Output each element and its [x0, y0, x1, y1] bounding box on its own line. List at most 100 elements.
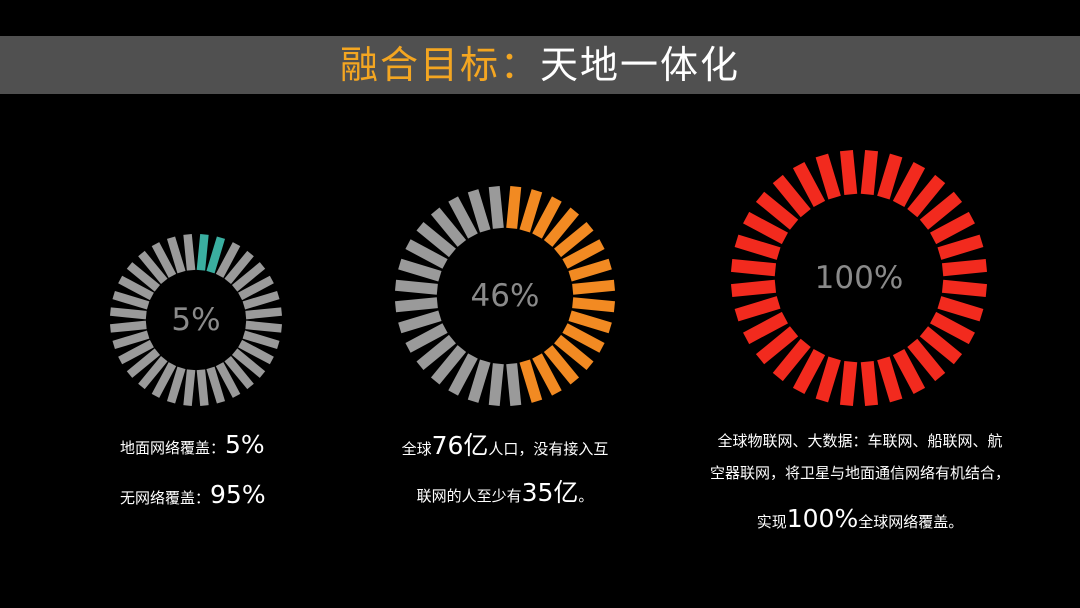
ring-segment-empty	[506, 363, 522, 407]
ring-segment-empty	[430, 345, 467, 385]
ring-segment-filled	[568, 310, 612, 334]
ring-segment-filled	[554, 334, 594, 371]
ring-segment-empty	[109, 307, 147, 320]
ring-segment-filled	[572, 279, 616, 295]
caption-center-line1: 全球76亿人口，没有接入互	[398, 433, 612, 458]
ring-segment-filled	[860, 360, 879, 407]
ring-segment-filled	[792, 349, 826, 394]
caption-center-num1: 76亿	[431, 431, 489, 460]
ring-segment-empty	[166, 366, 186, 404]
ring-segment-filled	[877, 356, 903, 403]
title-rest: 天地一体化	[540, 43, 741, 87]
ring-segment-filled	[815, 153, 841, 200]
ring-segment-empty	[118, 275, 154, 301]
caption-right-b3: 全球网络覆盖。	[858, 513, 964, 531]
ring-segment-empty	[238, 275, 274, 301]
caption-right-line2: 空器联网，将卫星与地面通信网络有机结合，	[705, 465, 1015, 481]
ring-segment-empty	[151, 362, 177, 398]
caption-right-num3: 100%	[786, 504, 859, 533]
ring-segment-filled	[206, 236, 226, 274]
ring-segment-filled	[554, 221, 594, 258]
ring-segment-filled	[543, 345, 580, 385]
ring-segment-filled	[755, 326, 799, 365]
ring-segment-empty	[231, 262, 266, 292]
ring-segment-filled	[543, 207, 580, 247]
ring-46-label: 46%	[471, 278, 540, 314]
ring-segment-empty	[196, 369, 209, 407]
caption-center-b2: 。	[578, 487, 594, 505]
ring-segment-empty	[126, 348, 161, 378]
ring-100-label: 100%	[815, 260, 904, 296]
ring-segment-empty	[238, 339, 274, 365]
ring-segment-filled	[919, 191, 963, 230]
ring-segment-filled	[930, 311, 975, 345]
ring-segment-filled	[734, 234, 781, 260]
ring-segment-filled	[860, 149, 879, 196]
caption-left-line2: 无网络覆盖：95%	[120, 482, 266, 507]
caption-center-line2: 联网的人至少有35亿。	[398, 480, 612, 505]
ring-segment-filled	[572, 297, 616, 313]
ring-5: 5%	[109, 233, 283, 407]
ring-segment-filled	[892, 349, 926, 394]
ring-segment-filled	[930, 211, 975, 245]
caption-left-value2: 95%	[210, 480, 266, 509]
ring-segment-empty	[183, 233, 196, 271]
caption-left-line1: 地面网络覆盖：5%	[120, 432, 265, 457]
ring-segment-empty	[405, 323, 448, 353]
ring-segment-empty	[245, 307, 283, 320]
ring-segment-filled	[196, 233, 209, 271]
ring-segment-filled	[532, 196, 562, 239]
ring-segment-empty	[183, 369, 196, 407]
ring-100: 100%	[730, 149, 988, 407]
title-highlight: 融合目标：	[339, 43, 540, 87]
ring-segment-empty	[467, 359, 491, 403]
ring-segment-filled	[941, 258, 988, 277]
ring-segment-filled	[772, 174, 811, 218]
caption-right-line3: 实现100%全球网络覆盖。	[705, 506, 1015, 531]
ring-segment-filled	[730, 258, 777, 277]
ring-segment-empty	[448, 196, 478, 239]
ring-segment-empty	[448, 353, 478, 396]
ring-segment-filled	[562, 323, 605, 353]
ring-segment-filled	[568, 258, 612, 282]
ring-segment-empty	[398, 310, 442, 334]
title-bar: 融合目标：天地一体化	[0, 36, 1080, 94]
ring-segment-filled	[907, 174, 946, 218]
ring-segment-empty	[118, 339, 154, 365]
ring-segment-empty	[138, 355, 168, 390]
ring-segment-filled	[877, 153, 903, 200]
ring-segment-filled	[562, 239, 605, 269]
caption-right-a3: 实现	[756, 513, 787, 531]
ring-segment-filled	[734, 296, 781, 322]
ring-segment-empty	[215, 362, 241, 398]
ring-segment-empty	[112, 290, 150, 310]
ring-segment-empty	[215, 242, 241, 278]
ring-segment-filled	[937, 296, 984, 322]
caption-center-a2: 联网的人至少有	[416, 487, 522, 505]
ring-segment-empty	[242, 290, 280, 310]
ring-segment-empty	[112, 330, 150, 350]
caption-left-text1: 地面网络覆盖：	[120, 439, 226, 457]
ring-segment-empty	[231, 348, 266, 378]
ring-segment-filled	[772, 338, 811, 382]
ring-segment-empty	[467, 189, 491, 233]
ring-segment-empty	[488, 185, 504, 229]
page-title: 融合目标：天地一体化	[340, 46, 740, 84]
ring-5-label: 5%	[171, 302, 220, 338]
ring-segment-empty	[416, 221, 456, 258]
ring-segment-empty	[405, 239, 448, 269]
caption-center-num2: 35亿	[521, 478, 579, 507]
ring-segment-filled	[743, 311, 788, 345]
ring-segment-empty	[224, 355, 254, 390]
ring-segment-filled	[815, 356, 841, 403]
caption-left-text2: 无网络覆盖：	[120, 489, 211, 507]
caption-center-a1: 全球	[401, 440, 432, 458]
ring-segment-filled	[792, 162, 826, 207]
ring-segment-empty	[109, 320, 147, 333]
ring-segment-filled	[532, 353, 562, 396]
ring-segment-empty	[224, 250, 254, 285]
ring-segment-empty	[245, 320, 283, 333]
ring-segment-empty	[138, 250, 168, 285]
ring-segment-filled	[519, 189, 543, 233]
